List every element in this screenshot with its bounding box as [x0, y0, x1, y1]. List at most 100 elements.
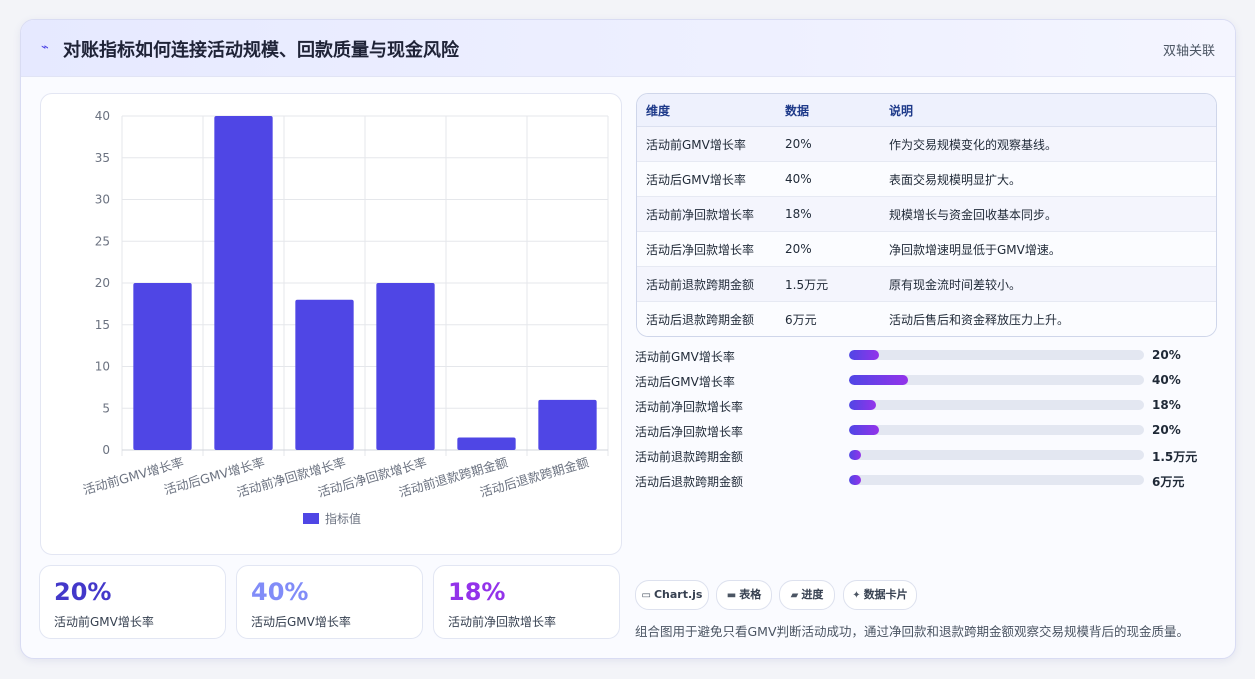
table-cell-value: 6万元 [776, 301, 880, 336]
table-cell-note: 规模增长与资金回收基本同步。 [880, 196, 1216, 232]
progress-icon: ▰ [790, 590, 799, 601]
table-cell-note: 原有现金流时间差较小。 [880, 266, 1216, 302]
bar [295, 299, 354, 450]
table-cell-note: 活动后售后和资金释放压力上升。 [880, 301, 1216, 336]
progress-label: 活动前净回款增长率 [635, 400, 744, 414]
progress-row: 活动前净回款增长率 18% [635, 393, 1215, 418]
table-icon: ▬ [726, 590, 737, 601]
footnote: 组合图用于避免只看GMV判断活动成功，通过净回款和退款跨期金额观察交易规模背后的… [635, 624, 1190, 639]
bar-chart: 0510152025303540活动前GMV增长率活动后GMV增长率活动前净回款… [81, 109, 609, 526]
y-tick-label: 40 [95, 109, 110, 123]
table-row: 活动后退款跨期金额 6万元 活动后售后和资金释放压力上升。 [637, 301, 1216, 336]
tag-label: 表格 [739, 588, 762, 601]
kpi-label: 活动前净回款增长率 [448, 615, 557, 629]
table-cell-value: 1.5万元 [776, 266, 880, 302]
progress-row: 活动前GMV增长率 20% [635, 343, 1215, 368]
table-cell-note: 作为交易规模变化的观察基线。 [880, 126, 1216, 162]
progress-fill [849, 350, 879, 360]
bar-chart-panel: 0 5 10 15 20 25 30 35 40 活动前GMV增长率 活动后GMV增长率 活动前净回款… [40, 93, 622, 555]
bar [376, 283, 435, 450]
progress-label: 活动后GMV增长率 [635, 375, 735, 389]
progress-fill [849, 475, 861, 485]
progress-row: 活动后净回款增长率 20% [635, 418, 1215, 443]
legend-swatch [303, 513, 319, 524]
trend-line-icon: ⌁ [41, 40, 49, 55]
progress-fill [849, 375, 908, 385]
y-tick-label: 5 [102, 401, 110, 415]
table-cell-note: 表面交易规模明显扩大。 [880, 161, 1216, 197]
header-badge: 双轴关联 [1162, 44, 1215, 59]
kpi-card: 18% 活动前净回款增长率 [433, 565, 620, 639]
bar [457, 437, 516, 450]
table-cell-value: 20% [776, 126, 880, 162]
y-tick-label: 30 [95, 193, 110, 207]
progress-label: 活动后净回款增长率 [635, 425, 744, 439]
progress-label: 活动前退款跨期金额 [635, 450, 744, 464]
kpi-value: 40% [251, 578, 309, 606]
table-cell-value: 18% [776, 196, 880, 232]
metrics-table: 维度 数据 说明 活动前GMV增长率 20% 作为交易规模变化的观察基线。 活动… [636, 93, 1217, 337]
table-cell-dimension: 活动前退款跨期金额 [637, 266, 776, 302]
progress-value: 20% [1152, 423, 1181, 437]
progress-track [849, 425, 1144, 435]
table-cell-value: 20% [776, 231, 880, 267]
tag-label: Chart.js [653, 588, 703, 601]
tag-label: 数据卡片 [863, 588, 908, 601]
dashboard-card: ⌁ 对账指标如何连接活动规模、回款质量与现金风险 双轴关联 0 5 10 15 20 25… [20, 19, 1236, 659]
kpi-card: 40% 活动后GMV增长率 [236, 565, 423, 639]
table-header-row: 维度 数据 说明 [637, 94, 1216, 127]
progress-row: 活动后退款跨期金额 6万元 [635, 468, 1215, 493]
tag-progress[interactable]: ▰ 进度 [779, 580, 835, 610]
y-tick-label: 35 [95, 151, 110, 165]
progress-label: 活动后退款跨期金额 [635, 475, 744, 489]
tag-chartjs[interactable]: ▭ Chart.js [635, 580, 709, 610]
progress-track [849, 450, 1144, 460]
tag-label: 进度 [801, 588, 824, 601]
table-row: 活动前退款跨期金额 1.5万元 原有现金流时间差较小。 [637, 266, 1216, 302]
table-cell-dimension: 活动后净回款增长率 [637, 231, 776, 267]
progress-track [849, 375, 1144, 385]
tag-data-card[interactable]: ✦ 数据卡片 [843, 580, 917, 610]
card-header: ⌁ 对账指标如何连接活动规模、回款质量与现金风险 双轴关联 [21, 20, 1235, 77]
kpi-label: 活动后GMV增长率 [251, 615, 351, 629]
progress-value: 1.5万元 [1152, 450, 1198, 464]
progress-fill [849, 450, 861, 460]
kpi-label: 活动前GMV增长率 [54, 615, 154, 629]
progress-label: 活动前GMV增长率 [635, 350, 735, 364]
bar [538, 399, 597, 450]
progress-value: 18% [1152, 398, 1181, 412]
tag-table[interactable]: ▬ 表格 [716, 580, 772, 610]
y-tick-label: 20 [95, 276, 110, 290]
table-row: 活动后GMV增长率 40% 表面交易规模明显扩大。 [637, 161, 1216, 197]
progress-fill [849, 400, 876, 410]
kpi-value: 18% [448, 578, 506, 606]
table-cell-dimension: 活动前净回款增长率 [637, 196, 776, 232]
sparkle-icon: ✦ [852, 590, 861, 601]
table-cell-note: 净回款增速明显低于GMV增速。 [880, 231, 1216, 267]
table-cell-dimension: 活动后退款跨期金额 [637, 301, 776, 336]
table-header-value: 数据 [776, 94, 880, 127]
table-cell-dimension: 活动后GMV增长率 [637, 161, 776, 197]
progress-value: 40% [1152, 373, 1181, 387]
table-header-note: 说明 [880, 94, 1216, 127]
table-row: 活动前GMV增长率 20% 作为交易规模变化的观察基线。 [637, 126, 1216, 162]
table-header-dimension: 维度 [637, 94, 776, 127]
chart-icon: ▭ [641, 590, 651, 601]
bar [133, 283, 192, 450]
progress-list: 活动前GMV增长率 20% 活动后GMV增长率 40% 活动前净回款增长率 18… [635, 343, 1215, 493]
progress-value: 6万元 [1152, 475, 1185, 489]
progress-row: 活动后GMV增长率 40% [635, 368, 1215, 393]
y-tick-label: 0 [102, 443, 110, 457]
bar [214, 116, 273, 450]
progress-value: 20% [1152, 348, 1181, 362]
y-tick-label: 25 [95, 234, 110, 248]
kpi-value: 20% [54, 578, 112, 606]
progress-track [849, 350, 1144, 360]
legend-label: 指标值 [325, 511, 361, 526]
progress-track [849, 475, 1144, 485]
y-tick-label: 15 [95, 318, 110, 332]
progress-row: 活动前退款跨期金额 1.5万元 [635, 443, 1215, 468]
kpi-card: 20% 活动前GMV增长率 [39, 565, 226, 639]
page-title: 对账指标如何连接活动规模、回款质量与现金风险 [63, 40, 459, 61]
table-cell-value: 40% [776, 161, 880, 197]
